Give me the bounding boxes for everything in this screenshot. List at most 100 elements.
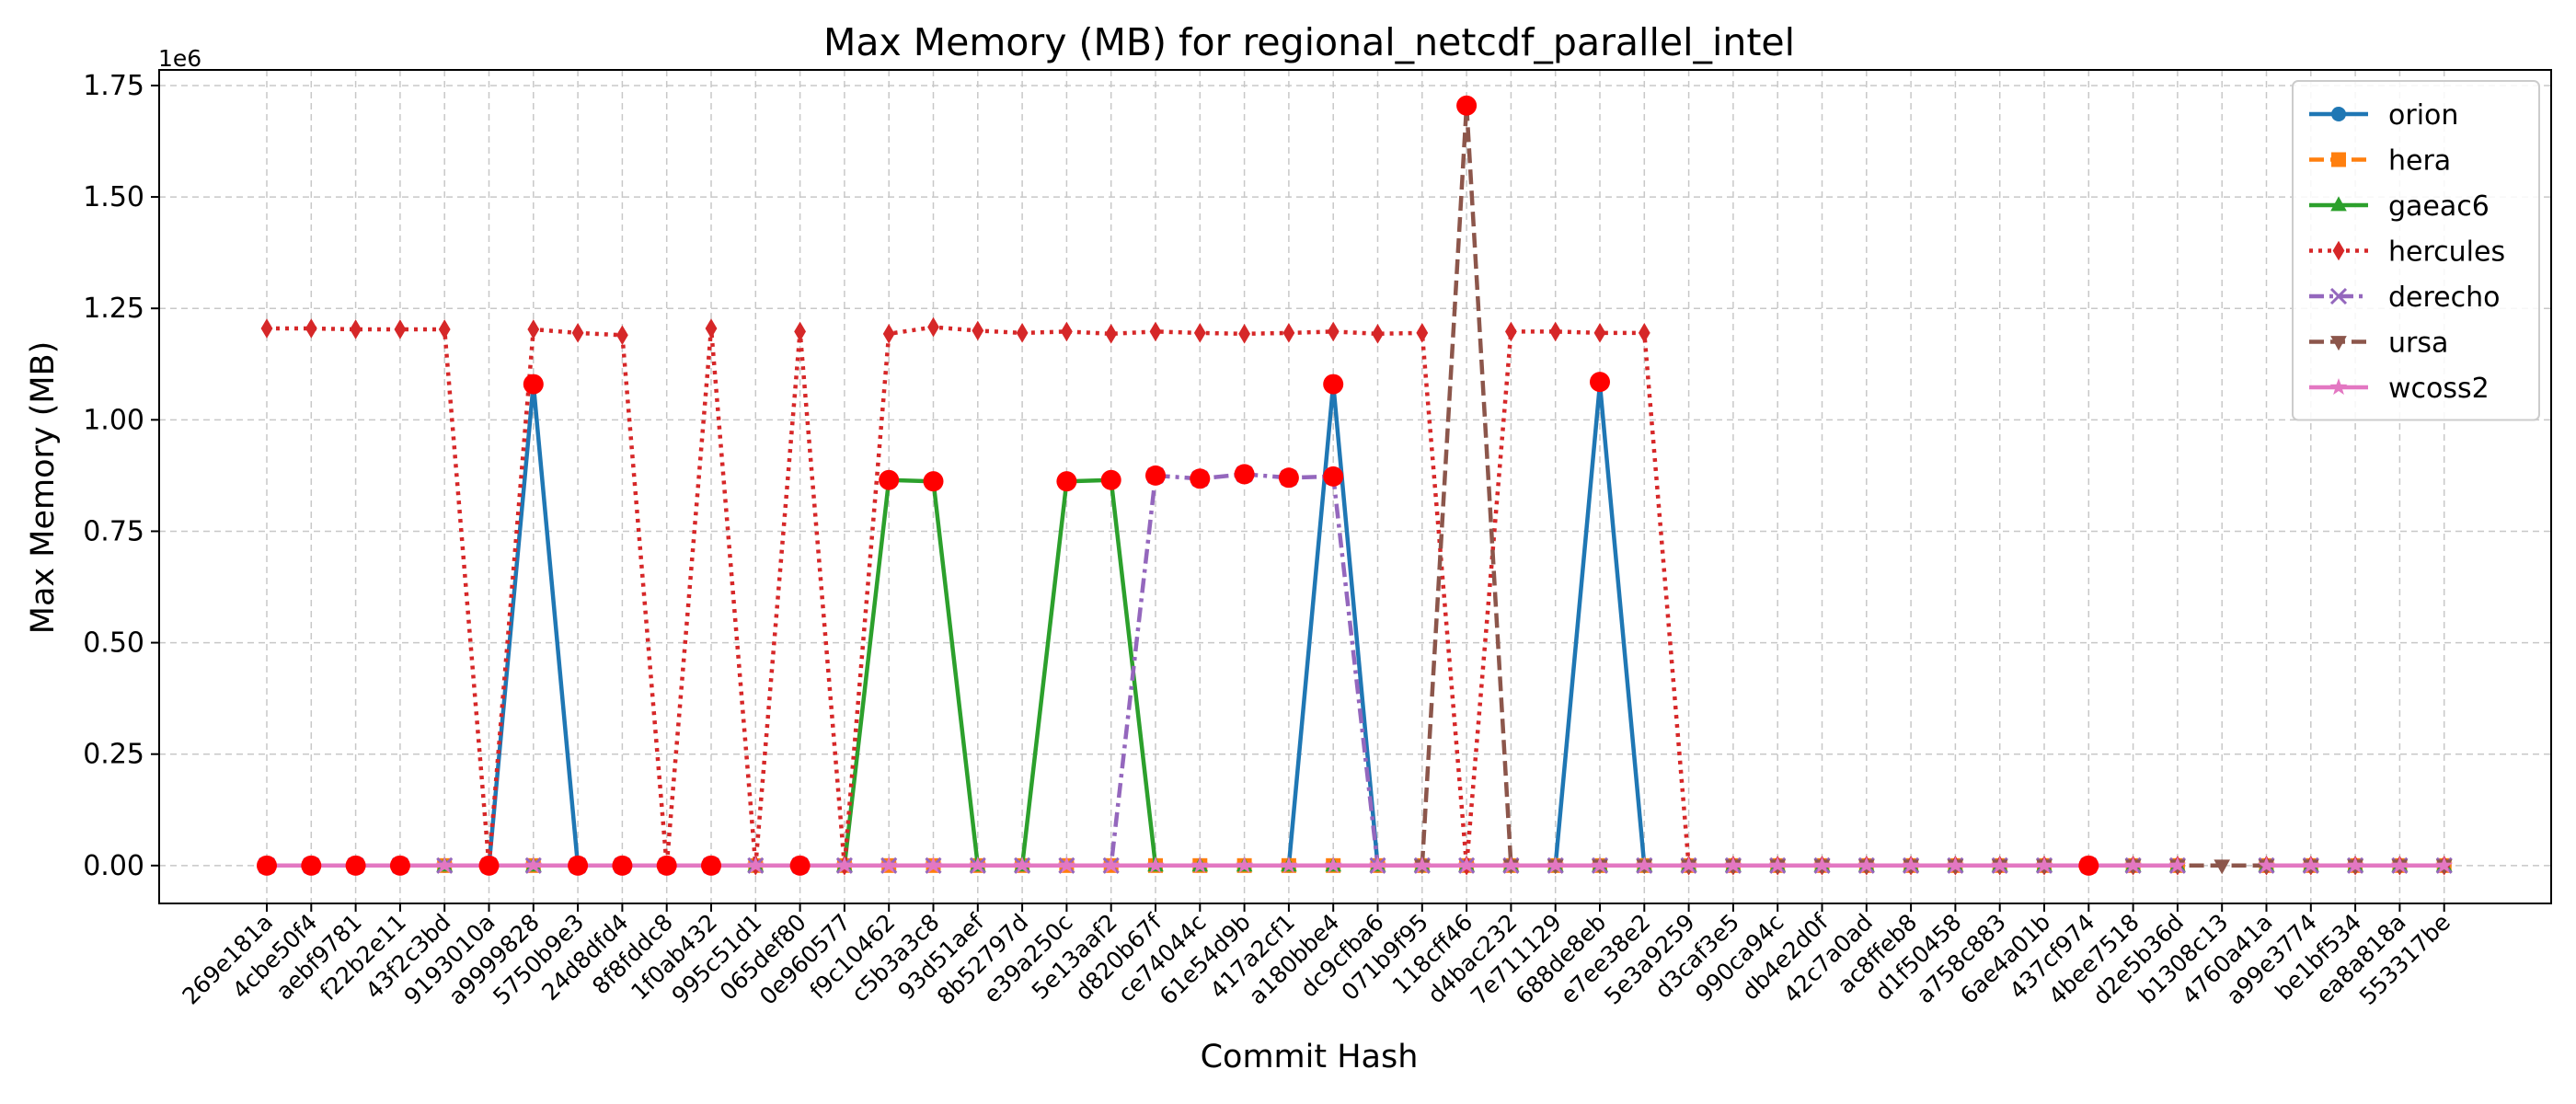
legend-label: wcoss2 bbox=[2388, 373, 2490, 405]
series-line-gaeac6 bbox=[267, 477, 2178, 868]
data-point-hercules bbox=[972, 320, 984, 341]
highlight-point bbox=[1190, 468, 1211, 489]
data-point-wcoss2 bbox=[1902, 856, 1920, 873]
data-point-hercules bbox=[1193, 323, 1206, 343]
series-derecho bbox=[258, 466, 2453, 874]
highlight-point bbox=[612, 855, 633, 876]
data-point-hercules bbox=[616, 325, 628, 346]
highlight-point bbox=[345, 855, 366, 876]
legend-label: derecho bbox=[2388, 282, 2501, 314]
series-layer bbox=[258, 99, 2454, 876]
grid-layer bbox=[159, 70, 2551, 903]
data-point-wcoss2 bbox=[2302, 856, 2320, 873]
highlight-point bbox=[523, 374, 544, 395]
series-hercules bbox=[260, 316, 2451, 876]
data-point-wcoss2 bbox=[1946, 856, 1964, 873]
y-tick-label: 1.00 bbox=[83, 404, 144, 436]
y-tick-label: 0.00 bbox=[83, 850, 144, 882]
data-point-hercules bbox=[794, 321, 806, 342]
y-tick-label: 1.25 bbox=[83, 293, 144, 325]
y-axis-label: Max Memory (MB) bbox=[25, 341, 62, 634]
legend-box bbox=[2292, 80, 2540, 421]
data-point-hercules bbox=[260, 318, 273, 339]
highlight-point bbox=[568, 855, 589, 876]
legend-label: hera bbox=[2388, 145, 2451, 178]
data-point-wcoss2 bbox=[746, 856, 765, 873]
data-point-wcoss2 bbox=[524, 856, 543, 873]
y-tick-label: 0.25 bbox=[83, 739, 144, 771]
highlight-point bbox=[1145, 465, 1166, 486]
data-point-wcoss2 bbox=[1635, 856, 1653, 873]
highlight-point bbox=[2078, 855, 2099, 876]
legend-item-orion: orion bbox=[2309, 99, 2458, 132]
y-ticks: 0.00 0.25 0.50 0.75 1.00 1.25 1.50 1.75 bbox=[83, 70, 159, 882]
data-point-hercules bbox=[527, 319, 540, 339]
data-point-wcoss2 bbox=[880, 856, 898, 873]
data-point-hercules bbox=[305, 318, 317, 339]
data-point-wcoss2 bbox=[435, 856, 454, 873]
highlight-point bbox=[656, 855, 677, 876]
data-point-wcoss2 bbox=[1057, 856, 1075, 873]
legend: orion hera gaeac6 hercules derecho ursa wcoss2 bbox=[2292, 80, 2540, 421]
highlight-point bbox=[1323, 374, 1344, 395]
y-tick-label: 1.75 bbox=[83, 70, 144, 102]
highlight-point bbox=[1056, 471, 1077, 492]
highlight-point bbox=[1100, 469, 1121, 490]
data-point-wcoss2 bbox=[2346, 856, 2364, 873]
legend-item-hera: hera bbox=[2309, 145, 2451, 178]
legend-marker bbox=[2331, 107, 2346, 121]
data-point-hercules bbox=[350, 319, 362, 339]
highlight-point bbox=[1590, 372, 1610, 393]
legend-label: orion bbox=[2388, 99, 2458, 132]
data-point-wcoss2 bbox=[969, 856, 987, 873]
data-point-wcoss2 bbox=[2258, 856, 2275, 873]
highlight-point bbox=[879, 469, 900, 490]
legend-item-hercules: hercules bbox=[2309, 236, 2505, 269]
legend-item-gaeac6: gaeac6 bbox=[2309, 190, 2490, 223]
x-axis-label: Commit Hash bbox=[1201, 1039, 1419, 1075]
legend-label: hercules bbox=[2388, 236, 2505, 269]
data-point-wcoss2 bbox=[1102, 856, 1121, 873]
series-orion bbox=[259, 376, 2452, 873]
data-point-hercules bbox=[1105, 324, 1118, 344]
data-point-wcoss2 bbox=[1324, 856, 1342, 873]
data-point-wcoss2 bbox=[1680, 856, 1698, 873]
data-point-wcoss2 bbox=[1591, 856, 1609, 873]
data-point-wcoss2 bbox=[1724, 856, 1742, 873]
data-point-wcoss2 bbox=[1457, 856, 1476, 873]
chart-title: Max Memory (MB) for regional_netcdf_para… bbox=[823, 20, 1795, 64]
legend-label: gaeac6 bbox=[2388, 190, 2490, 223]
data-point-wcoss2 bbox=[2124, 856, 2143, 873]
data-point-hercules bbox=[1016, 323, 1029, 343]
data-point-hercules bbox=[1416, 323, 1429, 343]
legend-item-derecho: derecho bbox=[2309, 282, 2501, 314]
data-point-hercules bbox=[571, 323, 584, 343]
y-offset-label: 1e6 bbox=[158, 45, 201, 72]
data-point-hercules bbox=[1593, 323, 1606, 343]
data-point-wcoss2 bbox=[2435, 856, 2454, 873]
data-point-wcoss2 bbox=[1190, 856, 1209, 873]
data-point-hercules bbox=[1638, 323, 1650, 343]
data-point-wcoss2 bbox=[1413, 856, 1432, 873]
plot-frame bbox=[158, 69, 2552, 904]
legend-marker bbox=[2330, 196, 2347, 212]
data-point-wcoss2 bbox=[835, 856, 854, 873]
data-point-hercules bbox=[394, 319, 407, 339]
data-point-wcoss2 bbox=[2390, 856, 2409, 873]
highlight-point bbox=[257, 855, 277, 876]
legend-marker bbox=[2329, 287, 2348, 305]
data-point-hercules bbox=[1282, 323, 1295, 343]
y-tick-label: 0.50 bbox=[83, 627, 144, 660]
data-point-wcoss2 bbox=[1146, 856, 1165, 873]
highlight-point bbox=[1456, 95, 1478, 116]
data-point-hercules bbox=[882, 324, 895, 344]
data-point-wcoss2 bbox=[1991, 856, 2009, 873]
data-point-wcoss2 bbox=[2168, 856, 2187, 873]
highlight-point bbox=[1234, 464, 1255, 485]
highlight-point bbox=[1323, 466, 1344, 487]
legend-marker bbox=[2329, 378, 2348, 396]
legend-marker bbox=[2332, 240, 2345, 261]
data-point-wcoss2 bbox=[1768, 856, 1787, 873]
highlight-point bbox=[923, 471, 944, 492]
